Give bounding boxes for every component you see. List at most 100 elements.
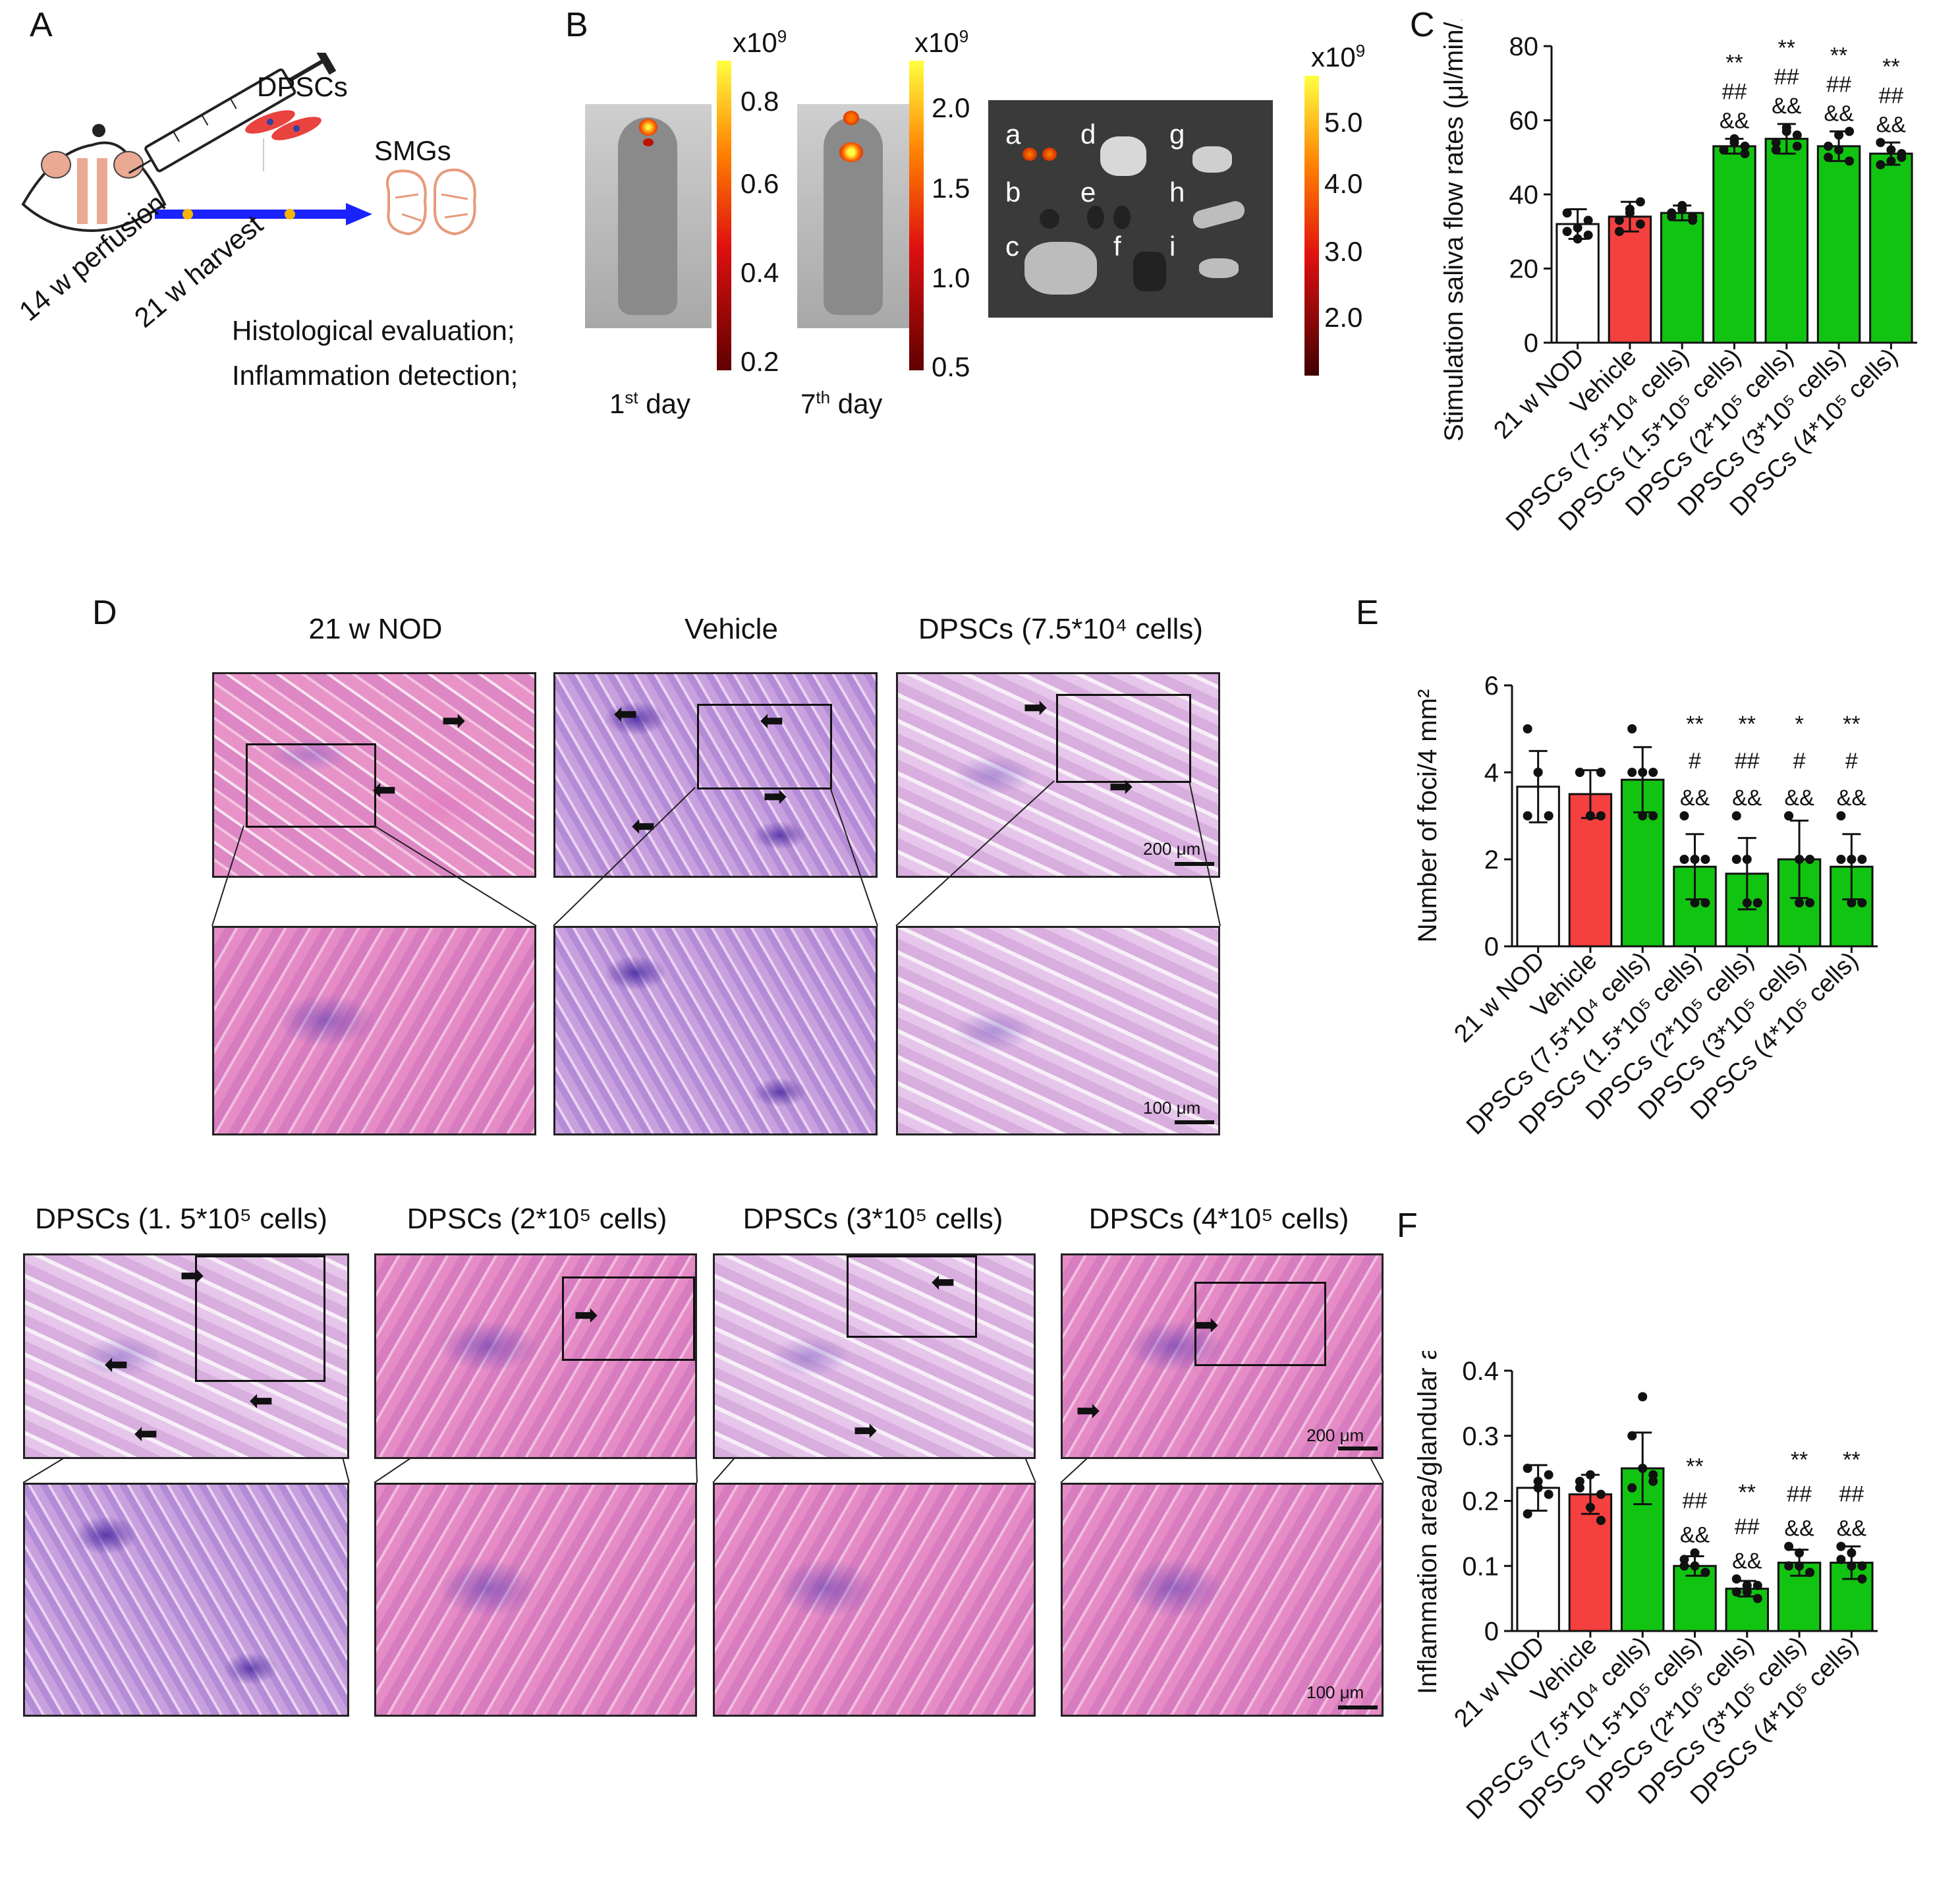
organ-label-a: a [1005,119,1021,150]
data-point [1690,1561,1700,1571]
significance-marker: ## [1774,65,1799,90]
data-point [1648,1476,1658,1486]
significance-marker: && [1837,786,1867,811]
data-point [1638,1464,1648,1474]
colorbar3-exp: x109 [1311,41,1366,72]
organ-label-d: d [1080,119,1096,150]
scale-bar [1338,1446,1378,1450]
bar [1555,223,1600,344]
data-point [1752,1593,1762,1603]
panel-a-schematic [21,53,476,236]
data-point [1700,855,1710,864]
data-point [1795,1561,1805,1571]
significance-marker: && [1784,786,1814,811]
data-point [1575,1483,1584,1493]
data-point [1679,855,1689,864]
ivis-image-day7 [797,104,909,328]
data-point [1575,768,1584,777]
data-point [1638,811,1648,820]
dpsc-cells-icon [245,110,322,140]
data-point [1752,1580,1762,1590]
y-tick-label: 0.4 [1462,1357,1499,1386]
scale-bar-label: 100 μm [1143,1098,1201,1118]
y-tick-label: 40 [1509,181,1539,210]
colorbar2-exp: x109 [914,26,969,58]
significance-marker: # [1845,749,1858,774]
panel-c-letter: C [1410,6,1435,44]
y-tick-label: 60 [1509,107,1539,136]
arrow-icon: ➡ [1076,1394,1100,1427]
col-title-21w-nod: 21 w NOD [308,613,443,645]
data-point [1771,145,1781,155]
arrow-icon: ➡ [1194,1309,1219,1341]
bar [1568,1493,1613,1632]
arrow-icon: ⬅ [134,1418,158,1450]
micrograph-nod-low: ➡ ⬅ [212,672,536,878]
data-point [1857,855,1867,864]
arrow-icon: ➡ [574,1299,598,1331]
dpscs-label: DPSCs [257,71,348,102]
organ-label-f: f [1113,231,1121,262]
data-point [1638,1392,1648,1402]
data-point [1847,1561,1857,1571]
data-point [1679,1555,1689,1564]
bar [1660,212,1704,344]
y-tick-label: 80 [1509,32,1539,61]
data-point [1847,1548,1857,1558]
colorbar2-tick: 0.5 [932,351,970,382]
significance-marker: ## [1839,1482,1864,1507]
significance-marker: ## [1878,83,1903,108]
micrograph-dpscs-4e5-low: ➡ ➡ 200 μm [1061,1253,1384,1459]
data-point [1677,200,1687,210]
organ-label-e: e [1080,177,1096,208]
colorbar-day1 [717,61,731,370]
data-point [1585,1503,1595,1512]
data-point [1834,130,1844,140]
data-point [1627,768,1637,777]
data-point [1573,234,1582,244]
arrow-icon: ➡ [1023,691,1048,724]
data-point [1729,134,1739,144]
data-point [1836,1541,1846,1551]
significance-marker: ## [1826,72,1851,97]
data-point [1533,1476,1543,1486]
bar [1869,152,1913,344]
organ-label-b: b [1005,177,1021,208]
data-point [1847,855,1857,864]
colorbar-day7 [909,61,924,370]
data-point [1731,811,1741,820]
col-title-vehicle: Vehicle [685,613,778,645]
significance-marker: ## [1735,749,1760,774]
y-tick-label: 0 [1524,329,1538,358]
significance-marker: ** [1843,712,1860,737]
micrograph-vehicle-high [553,926,878,1135]
data-point [1742,855,1752,864]
significance-marker: && [1772,94,1802,119]
data-point [1523,1464,1532,1474]
data-point [1836,1555,1846,1564]
significance-marker: ** [1686,712,1703,737]
data-point [1847,898,1857,907]
data-point [1627,1483,1637,1493]
y-tick-label: 20 [1509,255,1539,284]
significance-marker: ** [1739,1480,1756,1505]
data-point [1679,1561,1689,1571]
data-point [1573,223,1582,233]
scale-bar-label: 200 μm [1306,1425,1364,1445]
colorbar1-tick: 0.8 [741,86,779,117]
scale-bar [1175,1120,1214,1124]
data-point [1648,811,1658,820]
data-point [1805,855,1815,864]
data-point [1731,1574,1741,1584]
micrograph-dpscs-7-5e4-high: 100 μm [896,926,1220,1135]
micrograph-dpscs-7-5e4-low: ➡ ➡ 200 μm [896,672,1220,878]
data-point [1845,127,1855,136]
data-point [1876,160,1886,169]
data-point [1614,215,1624,225]
data-point [1836,811,1846,820]
timeline-dot-21w [285,209,295,219]
arrow-icon: ⬅ [760,704,784,737]
chart-panel-f: 0 0.1 0.2 0.3 0.4 Inflammation area/glandular… [1413,1351,1878,1825]
data-point [1648,768,1658,777]
data-point [1544,1489,1554,1499]
